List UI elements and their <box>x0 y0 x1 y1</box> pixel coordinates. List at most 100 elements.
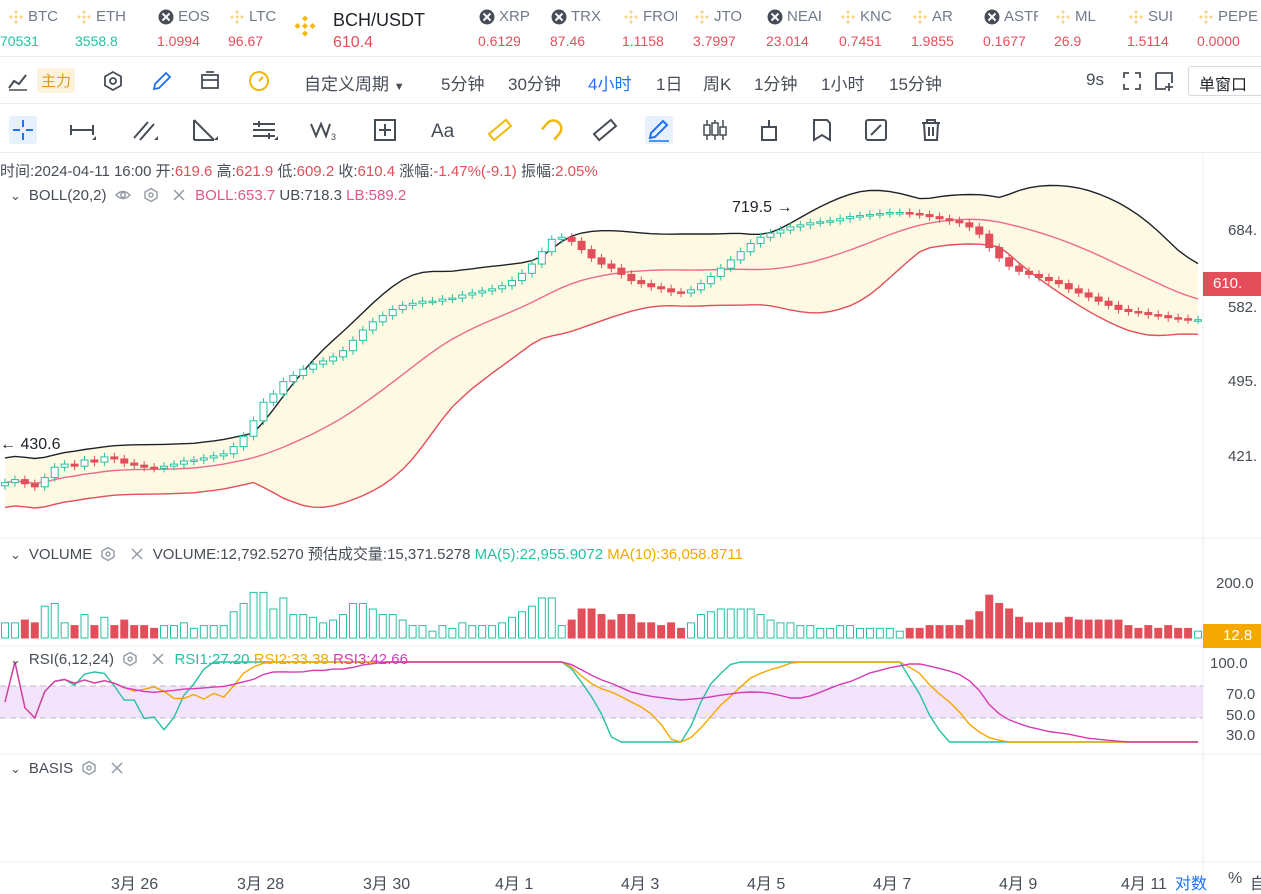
ticker-price: 70531 <box>0 33 39 49</box>
ticker-knc[interactable]: KNC 0.7451 <box>829 4 894 54</box>
period-30m[interactable]: 30分钟 <box>508 75 561 94</box>
eye-icon[interactable] <box>114 187 131 203</box>
ticker-bch-usdt[interactable]: BCH/USDT 610.4 <box>283 4 458 54</box>
volume-bar <box>289 614 298 639</box>
ticker-xrp[interactable]: XRP 0.6129 <box>468 4 533 54</box>
drawing-toolbar: 3 Aa <box>0 105 1261 153</box>
volume-bar <box>418 625 427 639</box>
settings-icon[interactable] <box>100 546 116 562</box>
candle-body <box>945 218 954 222</box>
chart-area[interactable]: 时间:2024-04-11 16:00 开:619.6 高:621.9 低:60… <box>0 154 1261 894</box>
draw-pen-icon[interactable] <box>645 116 673 144</box>
crosshair-icon[interactable] <box>9 116 37 144</box>
layers-icon[interactable] <box>808 116 836 144</box>
period-5m[interactable]: 5分钟 <box>441 75 485 94</box>
candle-body <box>1174 317 1183 320</box>
volume-bar <box>70 625 79 639</box>
close-icon[interactable] <box>171 187 187 203</box>
candle-body <box>319 360 328 365</box>
ticker-symbol: FRONT <box>643 8 677 25</box>
candle-body <box>557 236 566 240</box>
ticker-pepe[interactable]: PEPE 0.0000 <box>1187 4 1261 54</box>
period-4h[interactable]: 4小时 <box>588 75 632 94</box>
angle-tool-icon[interactable] <box>190 116 218 144</box>
window-mode-select[interactable]: 单窗口 <box>1188 66 1261 96</box>
candle-chart-icon[interactable] <box>6 69 30 93</box>
candles-icon[interactable] <box>701 116 729 144</box>
collapse-chevron-icon[interactable]: ⌄ <box>10 547 21 562</box>
binance-coin-icon <box>230 10 244 24</box>
ticker-ltc[interactable]: LTC 96.67 <box>218 4 278 54</box>
settings-icon[interactable] <box>81 760 97 776</box>
ticker-price: 3558.8 <box>75 33 118 49</box>
candle-body <box>438 298 447 302</box>
channel-lines-icon[interactable] <box>250 116 278 144</box>
ruler-gold-icon[interactable] <box>486 116 514 144</box>
volume-bar <box>199 625 208 639</box>
grid-coin-icon <box>158 9 174 25</box>
template-icon[interactable] <box>198 69 222 93</box>
price-axis-label: 495. <box>1228 373 1258 390</box>
trash-icon[interactable] <box>917 116 945 144</box>
measure-box-icon[interactable] <box>371 116 399 144</box>
magnet-icon[interactable] <box>538 116 566 144</box>
ticker-jto[interactable]: JTO 3.7997 <box>683 4 748 54</box>
binance-coin-icon <box>695 10 709 24</box>
fullscreen-icon[interactable] <box>1120 69 1144 93</box>
candle-body <box>617 267 626 275</box>
screenshot-icon[interactable] <box>1152 69 1176 93</box>
candle-body <box>1015 265 1024 272</box>
settings-icon[interactable] <box>122 651 138 667</box>
speedometer-icon[interactable] <box>247 69 271 93</box>
horizontal-segment-icon[interactable] <box>68 116 96 144</box>
candle-body <box>607 263 616 269</box>
text-tool-icon[interactable]: Aa <box>430 116 458 144</box>
volume-bar <box>160 625 169 639</box>
volume-bar <box>846 625 855 639</box>
collapse-chevron-icon[interactable]: ⌄ <box>10 761 21 776</box>
boll-band-fill <box>5 185 1198 508</box>
volume-bar <box>686 622 695 639</box>
settings-hex-icon[interactable] <box>101 69 125 93</box>
ticker-trx[interactable]: TRX 87.46 <box>540 4 605 54</box>
wave-pattern-icon[interactable]: 3 <box>309 116 337 144</box>
period-1d[interactable]: 1日 <box>656 75 683 94</box>
log-scale-toggle[interactable]: 对数 <box>1175 876 1208 893</box>
period-1w[interactable]: 周K <box>703 75 732 94</box>
parallel-lines-icon[interactable] <box>130 116 158 144</box>
ticker-ml[interactable]: ML 26.9 <box>1044 4 1109 54</box>
ticker-front[interactable]: FRONT 1.1158 <box>612 4 677 54</box>
close-icon[interactable] <box>150 651 166 667</box>
percent-scale-toggle[interactable]: % <box>1228 870 1243 887</box>
period-15m[interactable]: 15分钟 <box>889 75 942 94</box>
ticker-btc[interactable]: BTC 70531 <box>0 4 60 54</box>
ticker-ar[interactable]: AR 1.9855 <box>901 4 966 54</box>
date-label: 4月 3 <box>621 876 660 893</box>
ticker-price: 87.46 <box>550 33 586 49</box>
ticker-eos[interactable]: EOS 1.0994 <box>147 4 212 54</box>
collapse-chevron-icon[interactable]: ⌄ <box>10 652 21 667</box>
collapse-chevron-icon[interactable]: ⌄ <box>10 188 21 203</box>
ticker-astr[interactable]: ASTR 0.1677 <box>973 4 1038 54</box>
price-chart-svg[interactable] <box>0 154 1261 894</box>
pencil-icon[interactable] <box>150 69 174 93</box>
main-chart-badge[interactable]: 主力 <box>37 68 76 93</box>
custom-period-dropdown[interactable]: 自定义周期 ▼ <box>304 75 405 94</box>
candle-body <box>587 249 596 259</box>
ticker-near[interactable]: NEAR 23.014 <box>756 4 821 54</box>
candle-body <box>995 247 1004 259</box>
auto-scale-toggle[interactable]: 自 <box>1250 876 1261 893</box>
close-icon[interactable] <box>129 546 145 562</box>
period-1m[interactable]: 1分钟 <box>754 75 798 94</box>
edit-note-icon[interactable] <box>862 116 890 144</box>
ticker-eth[interactable]: ETH 3558.8 <box>65 4 140 54</box>
ticker-sui[interactable]: SUI 1.5114 <box>1117 4 1182 54</box>
lock-icon[interactable] <box>755 116 783 144</box>
ruler-icon[interactable] <box>591 116 619 144</box>
period-1h[interactable]: 1小时 <box>821 75 865 94</box>
candle-body <box>657 286 666 290</box>
candle-body <box>448 297 457 301</box>
candle-body <box>1124 308 1133 312</box>
settings-icon[interactable] <box>143 187 159 203</box>
close-icon[interactable] <box>109 760 125 776</box>
